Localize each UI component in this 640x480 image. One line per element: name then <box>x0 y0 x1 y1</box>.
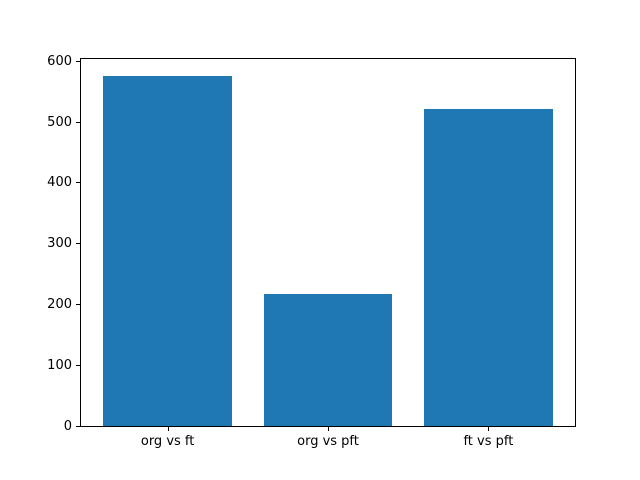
y-tick-label-300: 300 <box>47 236 72 252</box>
y-tick-500 <box>76 121 80 123</box>
y-tick-400 <box>76 182 80 184</box>
y-tick-200 <box>76 303 80 305</box>
y-tick-100 <box>76 364 80 366</box>
x-tick-label-org-vs-ft: org vs ft <box>140 434 195 449</box>
y-tick-label-200: 200 <box>47 296 72 312</box>
x-tick-label-ft-vs-pft: ft vs pft <box>463 434 514 449</box>
y-tick-label-600: 600 <box>47 53 72 69</box>
x-tick-org-vs-pft <box>328 427 329 431</box>
bar-org-vs-pft <box>263 294 393 426</box>
x-tick-org-vs-ft <box>167 427 169 431</box>
bar-ft-vs-pft <box>424 109 553 426</box>
y-tick-0 <box>76 425 80 427</box>
y-tick-label-0: 0 <box>63 418 72 434</box>
y-tick-label-400: 400 <box>47 175 72 191</box>
x-tick-ft-vs-pft <box>488 427 490 431</box>
plot-area <box>80 58 576 427</box>
y-tick-300 <box>76 243 80 245</box>
y-tick-label-500: 500 <box>47 114 72 130</box>
y-tick-label-100: 100 <box>47 357 72 373</box>
bar-org-vs-ft <box>103 76 232 426</box>
y-tick-600 <box>76 60 80 62</box>
x-tick-label-org-vs-pft: org vs pft <box>297 434 359 449</box>
